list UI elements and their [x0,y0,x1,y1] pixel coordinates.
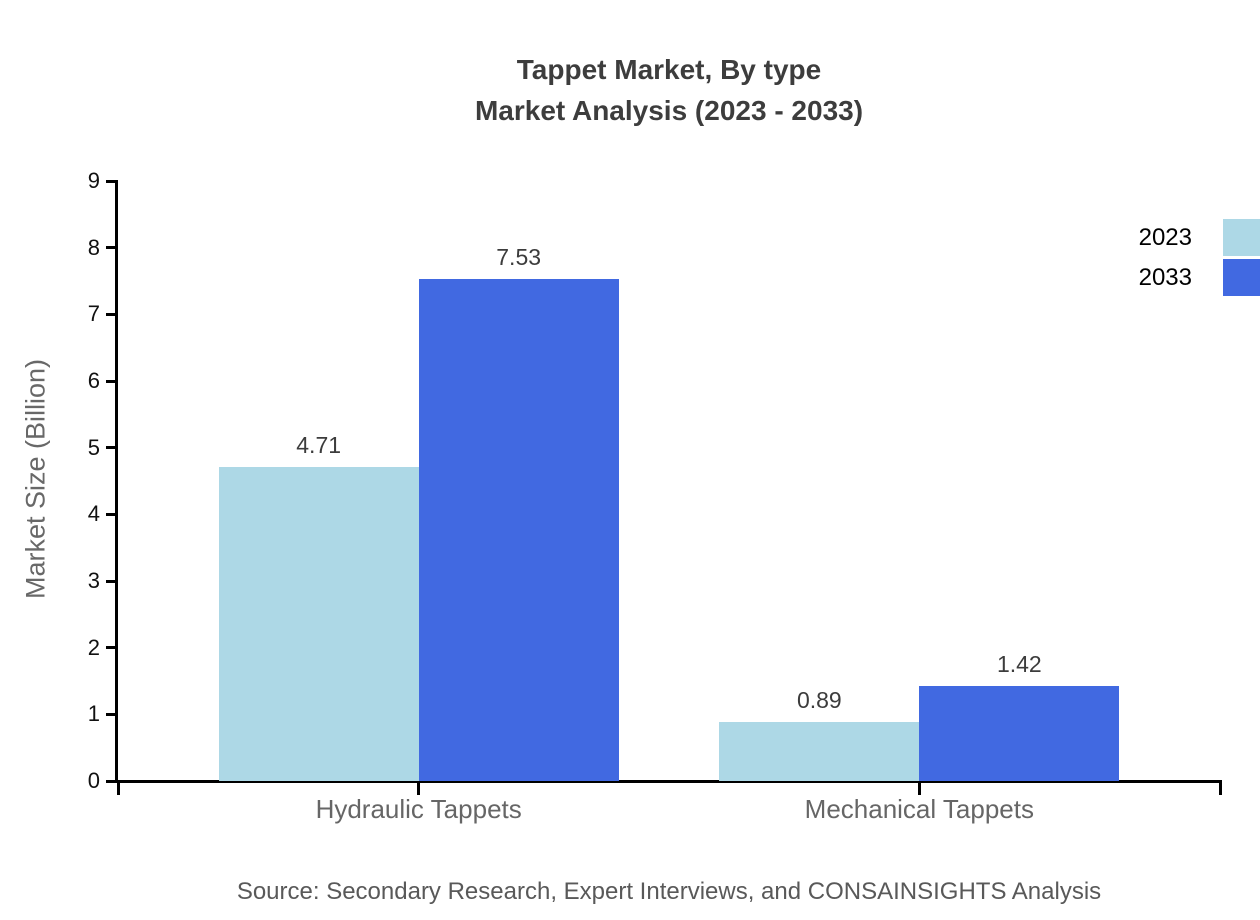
y-tick-label-7: 7 [87,301,100,327]
bar-mechanical-tappets-2033 [919,686,1120,781]
y-tick-label-4: 4 [87,501,100,527]
y-tick-2 [106,646,118,650]
y-axis-line [115,180,118,783]
bar-hydraulic-tappets-2033 [418,279,619,781]
chart-title: Tappet Market, By type Market Analysis (… [118,49,1220,131]
y-tick-label-2: 2 [87,634,100,660]
legend-item-2033: 2033 [1139,259,1260,296]
y-tick-6 [106,379,118,383]
y-tick-9 [106,179,118,183]
bar-mechanical-tappets-2023 [719,721,920,781]
y-tick-label-0: 0 [87,768,100,793]
chart-title-line1: Tappet Market, By type [516,54,822,85]
y-tick-8 [106,246,118,250]
x-axis-edge-tick-left [116,780,120,795]
y-tick-label-8: 8 [87,234,100,260]
bar-value-label-hydraulic-tappets-2023: 4.71 [296,432,342,458]
y-tick-4 [106,512,118,516]
y-tick-1 [106,712,118,716]
x-category-label-hydraulic-tappets: Hydraulic Tappets [315,794,522,824]
x-axis-edge-tick-right [1218,780,1222,795]
y-tick-label-1: 1 [87,701,100,727]
chart-title-line2: Market Analysis (2023 - 2033) [474,95,864,126]
y-tick-0 [106,779,118,783]
bar-hydraulic-tappets-2023 [218,467,419,781]
x-axis-line [118,780,1220,783]
bar-value-label-mechanical-tappets-2033: 1.42 [996,651,1042,678]
y-tick-5 [106,446,118,450]
y-tick-label-6: 6 [87,368,100,393]
y-tick-7 [106,312,118,316]
x-tick-hydraulic-tappets [417,780,421,795]
y-tick-label-5: 5 [87,434,100,460]
legend-item-2023: 2023 [1139,219,1260,256]
x-tick-mechanical-tappets [917,780,921,795]
legend-label-2023: 2023 [1138,223,1192,251]
legend-label-2033: 2033 [1138,263,1192,291]
legend-swatch-2033 [1223,259,1260,296]
x-category-label-mechanical-tappets: Mechanical Tappets [804,794,1034,824]
y-tick-label-3: 3 [87,568,100,593]
bar-value-label-mechanical-tappets-2023: 0.89 [796,686,842,713]
bar-value-label-hydraulic-tappets-2033: 7.53 [496,244,542,270]
legend-swatch-2023 [1223,219,1260,256]
source-note: Source: Secondary Research, Expert Inter… [236,878,1102,905]
y-tick-3 [106,579,118,583]
y-tick-label-9: 9 [87,168,100,193]
